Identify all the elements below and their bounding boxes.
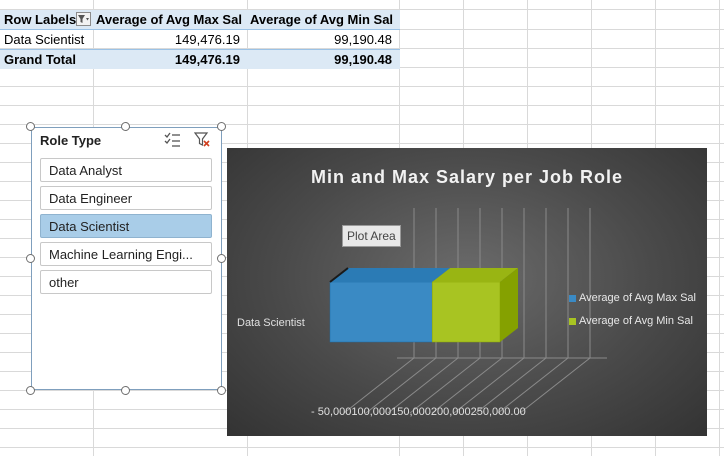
slicer-title: Role Type (40, 133, 102, 148)
slicer-item-data-scientist[interactable]: Data Scientist (40, 214, 212, 238)
resize-handle-left[interactable] (26, 254, 35, 263)
category-label: Data Scientist (237, 317, 305, 329)
gridline-floor-8 (519, 357, 591, 414)
row-min-value[interactable]: 99,190.48 (334, 32, 392, 47)
plot-area-tooltip: Plot Area (342, 225, 401, 247)
gridline-floor-1 (365, 357, 437, 414)
gridline-floor-5 (453, 357, 525, 414)
multi-select-icon[interactable] (164, 132, 182, 148)
bar-edge-accent (329, 267, 349, 283)
resize-handle-bottom[interactable] (121, 386, 130, 395)
grand-total-max[interactable]: 149,476.19 (174, 52, 240, 67)
resize-handle-bottom-left[interactable] (26, 386, 35, 395)
resize-handle-top-right[interactable] (217, 122, 226, 131)
bar-segment-min (431, 281, 501, 343)
legend-item-max[interactable]: Average of Avg Max Sal (569, 292, 696, 315)
chart-legend[interactable]: Average of Avg Max Sal Average of Avg Mi… (569, 292, 696, 338)
grand-total-min[interactable]: 99,190.48 (334, 52, 392, 67)
row-label[interactable]: Data Scientist (4, 32, 85, 47)
slicer-item-machine-learning-engineer[interactable]: Machine Learning Engi... (40, 242, 212, 266)
chart-plot-svg[interactable] (227, 148, 707, 436)
row-max-value[interactable]: 149,476.19 (174, 32, 240, 47)
pivot-header-row: Row Labels Average of Avg Max Sal Averag… (0, 10, 400, 30)
salary-chart[interactable]: Min and Max Salary per Job Role Plot Are… (227, 148, 707, 436)
bar-top-min (432, 268, 518, 282)
resize-handle-top[interactable] (121, 122, 130, 131)
gridline-floor-0 (343, 357, 415, 414)
slicer-item-data-engineer[interactable]: Data Engineer (40, 186, 212, 210)
gridline-floor-6 (475, 357, 547, 414)
filter-dropdown-icon[interactable] (76, 12, 91, 26)
legend-swatch-max (569, 295, 576, 302)
pivot-data-row[interactable]: Data Scientist 149,476.19 99,190.48 (0, 30, 400, 49)
gridline-floor-2 (387, 357, 459, 414)
resize-handle-right[interactable] (217, 254, 226, 263)
role-type-slicer[interactable]: Role Type Data Analyst Data Engineer Dat… (31, 127, 222, 390)
gridline-floor-4 (431, 357, 503, 414)
header-avg-max-sal[interactable]: Average of Avg Max Sal (96, 12, 242, 27)
value-axis-tick-labels: - 50,000100,000150,000200,000250,000.00 (311, 406, 526, 418)
bar-segment-max (329, 281, 433, 343)
clear-filter-icon[interactable] (193, 132, 212, 148)
slicer-item-data-analyst[interactable]: Data Analyst (40, 158, 212, 182)
gridline-floor-7 (497, 357, 569, 414)
resize-handle-bottom-right[interactable] (217, 386, 226, 395)
resize-handle-top-left[interactable] (26, 122, 35, 131)
bar-side-min (500, 268, 518, 342)
legend-label-max: Average of Avg Max Sal (579, 292, 696, 304)
pivot-grand-total-row[interactable]: Grand Total 149,476.19 99,190.48 (0, 49, 400, 69)
bar-top-max (330, 268, 451, 282)
gridline-floor-3 (409, 357, 481, 414)
legend-item-min[interactable]: Average of Avg Min Sal (569, 315, 696, 338)
header-row-labels[interactable]: Row Labels (4, 12, 77, 27)
legend-swatch-min (569, 318, 576, 325)
header-avg-min-sal[interactable]: Average of Avg Min Sal (250, 12, 394, 27)
grand-total-label[interactable]: Grand Total (4, 52, 76, 67)
chart-title[interactable]: Min and Max Salary per Job Role (310, 167, 624, 187)
legend-label-min: Average of Avg Min Sal (579, 315, 693, 327)
slicer-item-other[interactable]: other (40, 270, 212, 294)
